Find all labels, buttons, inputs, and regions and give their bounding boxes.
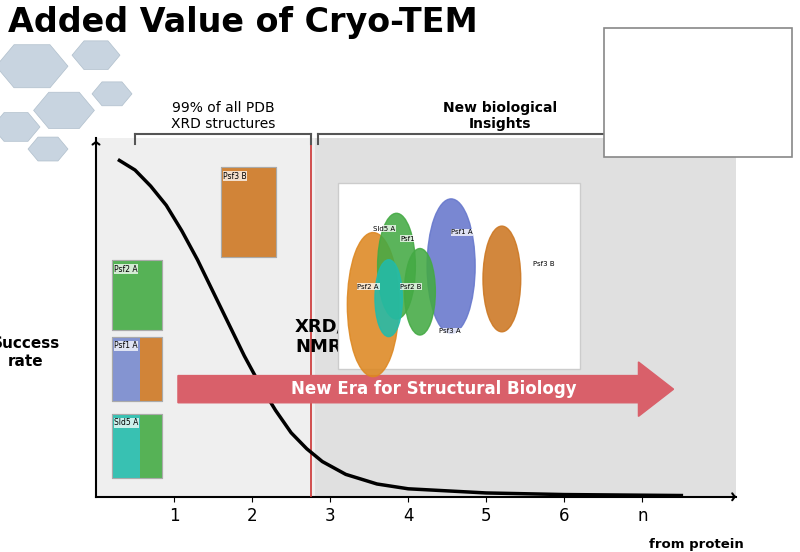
Text: Psf2 B: Psf2 B xyxy=(400,284,422,290)
Ellipse shape xyxy=(427,199,475,333)
Bar xyxy=(112,413,139,477)
Text: Psf2 A: Psf2 A xyxy=(114,264,138,274)
Bar xyxy=(112,413,162,477)
Ellipse shape xyxy=(347,232,399,376)
Bar xyxy=(112,337,162,401)
Bar xyxy=(139,260,162,330)
Bar xyxy=(221,167,275,257)
Bar xyxy=(112,337,139,401)
Ellipse shape xyxy=(378,213,415,319)
Bar xyxy=(251,167,275,257)
Bar xyxy=(112,260,162,330)
Bar xyxy=(338,183,580,369)
Text: Sld5 A: Sld5 A xyxy=(114,418,138,427)
Text: Psf2 A: Psf2 A xyxy=(358,284,379,290)
Ellipse shape xyxy=(375,260,402,337)
Bar xyxy=(139,413,162,477)
Bar xyxy=(112,260,139,330)
Text: Success
rate: Success rate xyxy=(0,336,60,369)
Ellipse shape xyxy=(483,226,521,332)
Text: Psf3 B: Psf3 B xyxy=(223,172,247,181)
Text: Psf1 A: Psf1 A xyxy=(114,342,138,351)
Ellipse shape xyxy=(405,248,435,335)
Text: 99% of all PDB
XRD structures: 99% of all PDB XRD structures xyxy=(170,100,275,131)
Text: Psf1: Psf1 xyxy=(400,236,415,242)
Text: New biological
Insights: New biological Insights xyxy=(443,100,557,131)
Text: Psf3 A: Psf3 A xyxy=(439,328,461,335)
Bar xyxy=(221,167,275,257)
Bar xyxy=(112,337,162,401)
Text: New Era for Structural Biology: New Era for Structural Biology xyxy=(290,380,576,398)
Text: XRD/
NMR: XRD/ NMR xyxy=(295,317,344,356)
Bar xyxy=(139,337,162,401)
FancyArrow shape xyxy=(178,362,674,416)
Bar xyxy=(112,260,162,330)
Text: Sld5 A: Sld5 A xyxy=(373,226,395,232)
Text: Added Value of Cryo-TEM: Added Value of Cryo-TEM xyxy=(8,6,478,39)
Text: Psf1 A: Psf1 A xyxy=(451,229,473,235)
Text: Psf3 B: Psf3 B xyxy=(533,261,554,267)
Text: from protein
monomer to
complexes: from protein monomer to complexes xyxy=(649,538,744,552)
Bar xyxy=(221,167,251,257)
Text: Statistical
analysis of
PDB entries
by end 2012: Statistical analysis of PDB entries by e… xyxy=(658,63,738,121)
Bar xyxy=(112,413,162,477)
Bar xyxy=(314,138,736,497)
